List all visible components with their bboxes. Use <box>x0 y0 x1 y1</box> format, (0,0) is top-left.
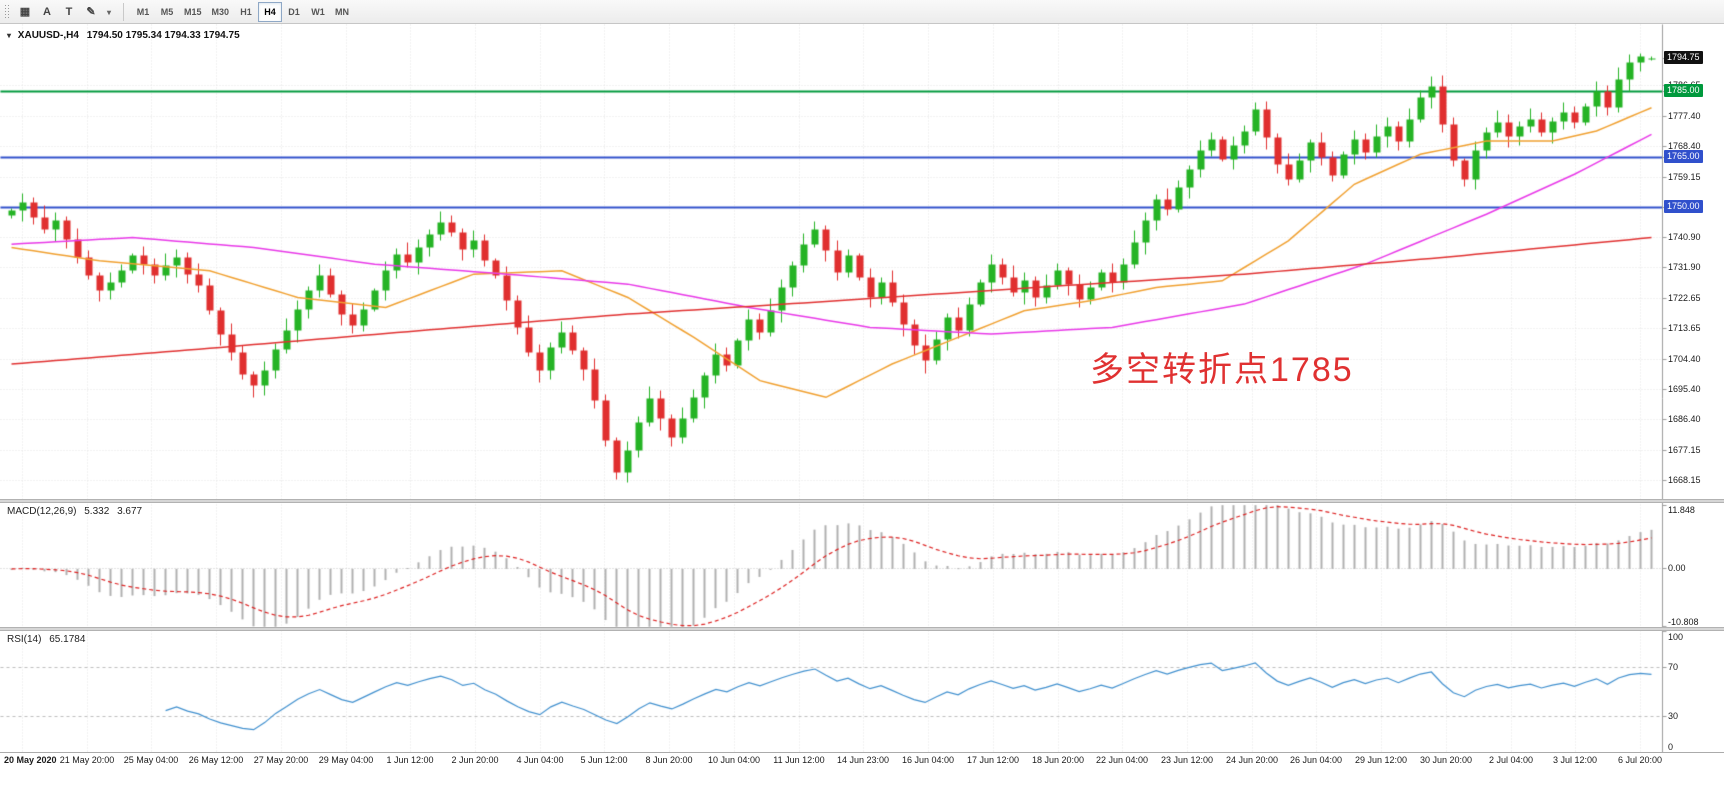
panel-splitter-rsi[interactable] <box>0 627 1724 631</box>
macd-label: MACD(12,26,9) 5.332 3.677 <box>7 506 147 517</box>
rsi-name: RSI(14) <box>7 634 42 645</box>
draw-tool-icon[interactable]: ✎ <box>80 1 102 21</box>
timeframe-d1-button[interactable]: D1 <box>282 2 306 22</box>
rsi-value: 65.1784 <box>49 634 86 645</box>
chart-title: ▾ XAUUSD-,H4 1794.50 1795.34 1794.33 179… <box>7 30 240 41</box>
toolbar: ▦ A T ✎ ▾ M1 M5 M15 M30 H1 H4 D1 W1 MN <box>0 0 1724 24</box>
timeframe-m1-button[interactable]: M1 <box>131 2 155 22</box>
text-label-icon[interactable]: A <box>36 2 58 22</box>
macd-name: MACD(12,26,9) <box>7 506 77 517</box>
timeframe-h1-button[interactable]: H1 <box>234 2 258 22</box>
timeframe-m30-button[interactable]: M30 <box>207 2 235 22</box>
timeframe-h4-button[interactable]: H4 <box>258 1 283 22</box>
timeframe-group: M1 M5 M15 M30 H1 H4 D1 W1 MN <box>131 1 354 22</box>
chart-annotation: 多空转折点1785 <box>1090 351 1354 389</box>
toolbar-drag-handle[interactable] <box>4 3 9 20</box>
chart-canvas[interactable] <box>0 24 1724 772</box>
timeframe-w1-button[interactable]: W1 <box>306 2 330 22</box>
toolbar-separator <box>123 2 124 21</box>
drawing-tools-group: ▦ A T ✎ ▾ <box>14 1 116 22</box>
text-tool-icon[interactable]: T <box>58 2 80 22</box>
timeframe-m15-button[interactable]: M15 <box>179 2 207 22</box>
ohlc-values: 1794.50 1795.34 1794.33 1794.75 <box>86 30 240 41</box>
macd-value-signal: 3.677 <box>117 506 143 517</box>
rsi-label: RSI(14) 65.1784 <box>7 634 90 645</box>
symbol-timeframe-label: XAUUSD-,H4 <box>17 30 79 41</box>
time-axis[interactable] <box>0 752 1724 775</box>
macd-value-main: 5.332 <box>84 506 110 517</box>
timeframe-mn-button[interactable]: MN <box>330 2 354 22</box>
symbol-dropdown-icon[interactable]: ▾ <box>7 31 12 40</box>
tools-dropdown-icon[interactable]: ▾ <box>102 2 116 22</box>
panel-splitter-macd[interactable] <box>0 499 1724 503</box>
timeframe-m5-button[interactable]: M5 <box>155 2 179 22</box>
chart-grid-icon[interactable]: ▦ <box>14 1 36 21</box>
